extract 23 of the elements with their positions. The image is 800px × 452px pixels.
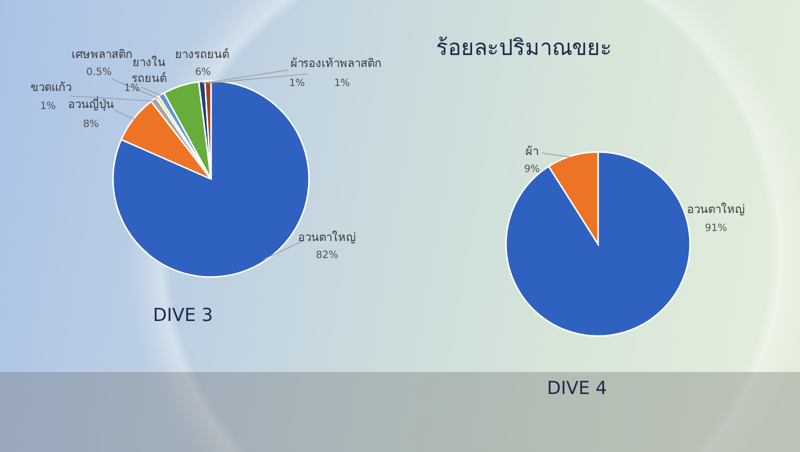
data-label: 1% bbox=[289, 78, 305, 89]
slice-label: เศษพลาสติก bbox=[72, 47, 132, 61]
data-label: 1% bbox=[40, 101, 56, 112]
data-label: 8% bbox=[83, 119, 99, 130]
text: DIVE 4 bbox=[546, 378, 608, 399]
slice-label: ยางใน รถยนต์ bbox=[132, 55, 166, 85]
slice-label: อวนตาใหญ่ bbox=[687, 202, 745, 216]
slice-label: รองเท้าพลาสติก bbox=[302, 56, 382, 70]
slice-label: ผ้า bbox=[290, 56, 304, 70]
slice-label: ขวดแก้ว bbox=[30, 80, 72, 94]
slice-label: ยางรถยนต์ bbox=[175, 47, 229, 61]
chart-title: ร้อยละปริมาณขยะ bbox=[436, 36, 612, 61]
data-label: 6% bbox=[195, 67, 211, 78]
slice-label: อวนญี่ปุ่น bbox=[68, 96, 114, 111]
data-label: 1% bbox=[124, 83, 140, 94]
data-label: 91% bbox=[704, 223, 728, 234]
slice-label: อวนตาใหญ่ bbox=[298, 230, 356, 244]
text: DIVE 3 bbox=[152, 305, 214, 326]
data-label: 0.5% bbox=[86, 67, 112, 78]
data-label: 82% bbox=[316, 250, 338, 261]
data-label: 9% bbox=[524, 164, 540, 175]
slice-label: ผ้า bbox=[526, 144, 538, 158]
data-label: 1% bbox=[334, 78, 350, 89]
